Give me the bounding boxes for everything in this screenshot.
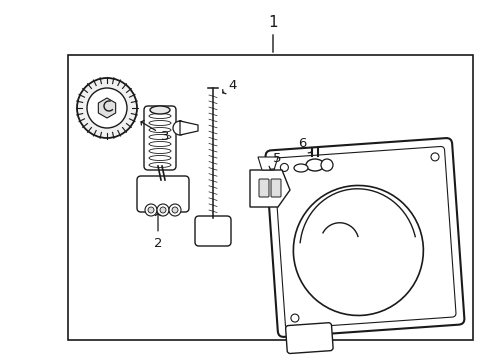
Ellipse shape — [293, 164, 307, 172]
Text: 4: 4 — [223, 78, 237, 94]
FancyBboxPatch shape — [270, 179, 281, 197]
Text: 6: 6 — [297, 136, 311, 153]
Text: 2: 2 — [153, 213, 162, 249]
Circle shape — [169, 204, 181, 216]
Circle shape — [148, 207, 154, 213]
FancyBboxPatch shape — [285, 323, 332, 354]
FancyBboxPatch shape — [265, 138, 464, 337]
FancyBboxPatch shape — [259, 179, 268, 197]
Polygon shape — [258, 157, 278, 170]
Polygon shape — [180, 121, 198, 135]
FancyBboxPatch shape — [137, 176, 189, 212]
Polygon shape — [98, 98, 116, 118]
Circle shape — [173, 121, 186, 135]
Circle shape — [87, 88, 127, 128]
FancyBboxPatch shape — [143, 106, 176, 170]
Circle shape — [172, 207, 178, 213]
Circle shape — [157, 204, 169, 216]
Circle shape — [160, 207, 165, 213]
Circle shape — [77, 78, 137, 138]
Text: 5: 5 — [268, 152, 281, 170]
Text: 1: 1 — [267, 14, 277, 30]
Ellipse shape — [150, 106, 170, 114]
Circle shape — [320, 159, 332, 171]
Polygon shape — [249, 170, 289, 207]
Text: 3: 3 — [141, 121, 169, 143]
FancyBboxPatch shape — [195, 216, 230, 246]
Bar — [68, 55, 472, 340]
Circle shape — [293, 185, 423, 315]
Ellipse shape — [305, 159, 324, 171]
Circle shape — [145, 204, 157, 216]
